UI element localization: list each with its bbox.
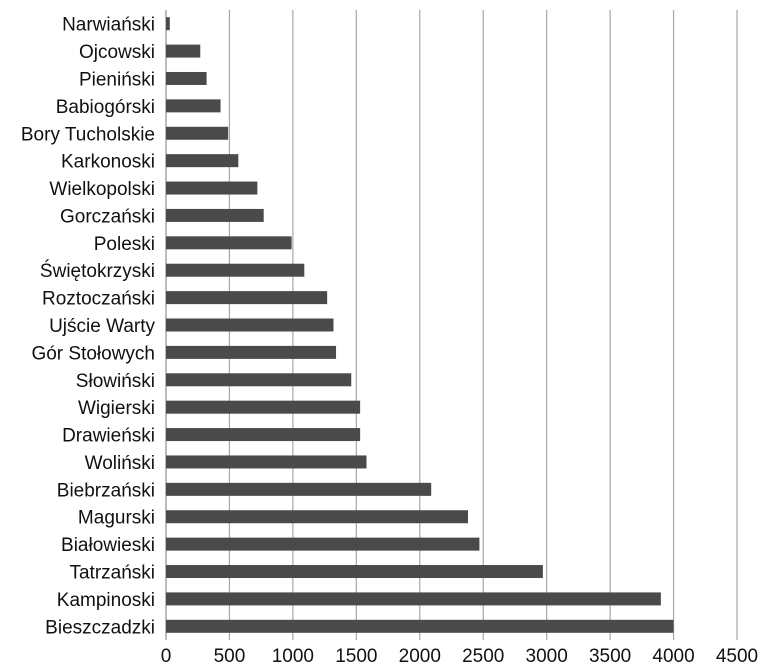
category-label: Magurski [78,508,155,529]
category-label: Słowiński [76,371,155,392]
bar [166,291,328,305]
x-tick-label: 1000 [272,646,314,667]
category-label: Poleski [94,234,155,255]
x-tick-label: 2000 [399,646,441,667]
category-label: Pieniński [79,69,155,90]
category-label: Bieszczadzki [45,617,155,638]
bar [166,263,305,277]
x-tick-label: 3000 [526,646,568,667]
category-label: Karkonoski [61,152,155,173]
bar [166,181,258,195]
bars [166,17,674,633]
bar [166,345,337,359]
x-tick-label: 1500 [335,646,377,667]
category-label: Gór Stołowych [31,343,155,364]
category-label: Narwiański [62,15,155,36]
category-label: Kampinoski [57,590,155,611]
bar [166,592,661,606]
bar [166,455,367,469]
category-label: Gorczański [60,206,155,227]
x-tick-label: 0 [161,646,172,667]
category-labels: Narwiański Ojcowski Pieniński Babiogórski Bo… [21,15,156,639]
bar [166,236,292,250]
category-label: Tatrzański [69,563,155,584]
bar [166,318,334,332]
category-label: Ojcowski [79,42,155,63]
category-label: Wigierski [78,398,155,419]
bar [166,537,480,551]
bar [166,619,674,633]
bar [166,17,170,31]
bar [166,126,229,140]
bar [166,44,201,58]
bar [166,99,221,113]
bar [166,565,543,579]
category-label: Babiogórski [56,97,155,118]
category-label: Drawieński [62,426,155,447]
category-label: Bory Tucholskie [21,124,155,145]
gridlines [165,10,738,640]
category-label: Biebrzański [57,480,155,501]
category-label: Roztoczański [42,289,155,310]
bar [166,510,468,524]
x-axis-tick-labels: 0 500 1000 1500 2000 2500 3000 3500 4000 4500 [161,646,758,667]
category-label: Świętokrzyski [40,260,155,282]
category-label: Ujście Warty [49,316,155,337]
x-tick-label: 500 [214,646,246,667]
bar [166,71,207,85]
x-tick-label: 4000 [652,646,694,667]
bar [166,482,432,496]
bar [166,428,361,442]
bar [166,400,361,414]
x-tick-label: 3500 [589,646,631,667]
bar [166,154,239,168]
category-label: Woliński [85,453,155,474]
category-label: Wielkopolski [49,179,155,200]
bar [166,373,352,387]
x-tick-label: 4500 [716,646,758,667]
bar [166,208,264,222]
category-label: Białowieski [61,535,155,556]
x-tick-label: 2500 [462,646,504,667]
